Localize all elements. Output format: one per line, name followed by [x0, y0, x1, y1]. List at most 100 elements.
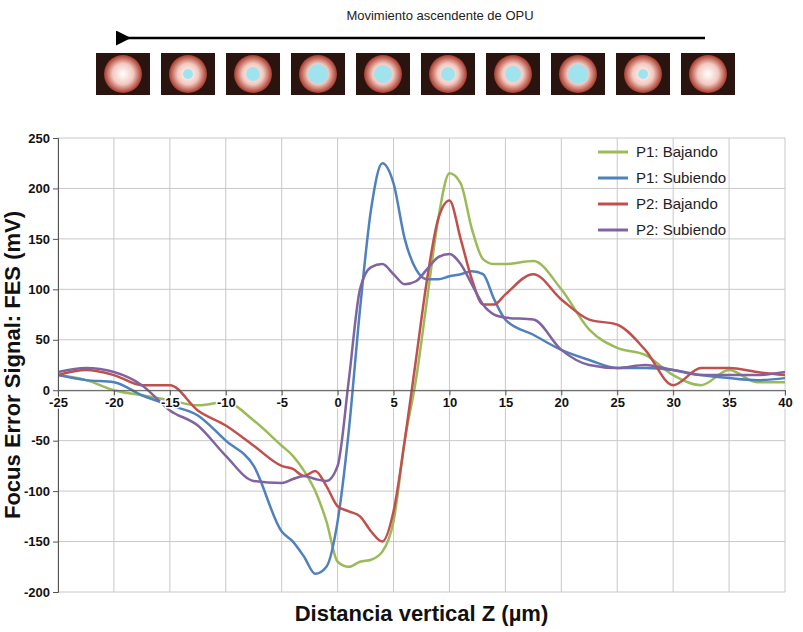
tick: 40	[778, 390, 792, 410]
tick: 250	[28, 131, 58, 146]
photo-frame	[551, 53, 605, 95]
photo-core	[568, 64, 588, 84]
grid-line	[58, 592, 785, 593]
photo-core	[308, 64, 328, 84]
grid-line	[281, 138, 282, 592]
x-axis: -25-20-15-10-50510152025303540	[49, 390, 793, 410]
spot-photo	[486, 53, 540, 95]
legend-swatch	[598, 151, 628, 154]
tick: -20	[105, 390, 124, 410]
legend-entry: P1: Bajando	[598, 143, 718, 160]
legend-entry: P1: Subiendo	[598, 169, 726, 186]
legend-label: P1: Bajando	[636, 143, 718, 160]
tick-label: 150	[28, 232, 50, 247]
spot-photo	[551, 53, 605, 95]
photo-spot	[429, 55, 467, 93]
photo-spot	[494, 55, 532, 93]
photo-core	[374, 65, 392, 83]
tick-label: 30	[666, 395, 680, 410]
photo-core	[441, 67, 455, 81]
grid-line	[58, 491, 785, 492]
tick-label: 25	[610, 395, 624, 410]
legend-label: P1: Subiendo	[636, 169, 726, 186]
tick: 100	[28, 282, 58, 297]
tick: -50	[31, 433, 58, 448]
tick-label: -15	[161, 395, 180, 410]
spot-photo	[291, 53, 345, 95]
axis-line	[53, 139, 59, 593]
grid-line	[729, 138, 730, 592]
tick-mark	[53, 491, 58, 492]
series-line	[58, 254, 785, 483]
spot-photo	[421, 53, 475, 95]
tick-mark	[53, 188, 58, 189]
tick: -15	[161, 390, 180, 410]
tick-label: -25	[49, 395, 68, 410]
tick: 10	[443, 390, 457, 410]
tick-label: 200	[28, 181, 50, 196]
legend-entry: P2: Bajando	[598, 195, 718, 212]
tick-label: -50	[31, 433, 50, 448]
photo-frame	[356, 53, 410, 95]
x-axis-title: Distancia vertical Z (µm)	[295, 601, 549, 626]
photo-frame	[226, 53, 280, 95]
photo-frame	[681, 53, 735, 95]
tick-mark	[53, 542, 58, 543]
spot-photo	[161, 53, 215, 95]
grid-line	[58, 188, 785, 189]
grid-line	[169, 138, 170, 592]
tick: -25	[49, 390, 68, 410]
legend-entry: P2: Subiendo	[598, 221, 726, 238]
series-line	[58, 201, 785, 542]
photo-core	[505, 66, 521, 82]
grid-line	[58, 541, 785, 542]
tick-label: 50	[36, 332, 50, 347]
tick-label: -10	[217, 395, 236, 410]
tick-label: 0	[334, 395, 341, 410]
tick: 200	[28, 181, 58, 196]
tick-label: 100	[28, 282, 50, 297]
grid-line	[225, 138, 226, 592]
tick-label: 40	[778, 395, 792, 410]
tick-label: -150	[24, 534, 50, 549]
spot-photo	[616, 53, 670, 95]
series-line	[58, 173, 785, 566]
tick-label: -200	[24, 585, 50, 600]
legend: P1: Bajando P1: Subiendo P2: Bajando P2: Su…	[598, 143, 726, 238]
tick: 5	[390, 390, 397, 410]
photo-spot	[169, 55, 207, 93]
tick-label: 10	[443, 395, 457, 410]
photo-frame	[421, 53, 475, 95]
tick-label: -20	[105, 395, 124, 410]
grid-line	[58, 238, 785, 239]
photo-spot	[559, 55, 597, 93]
legend-swatch	[598, 203, 628, 206]
legend-swatch	[598, 177, 628, 180]
tick-label: 5	[390, 395, 397, 410]
grid-line	[617, 138, 618, 592]
spot-photo	[96, 53, 150, 95]
tick-label: -100	[24, 484, 50, 499]
photo-frame	[96, 53, 150, 95]
tick: 20	[555, 390, 569, 410]
spot-photo	[356, 53, 410, 95]
tick: 50	[36, 332, 58, 347]
photo-core	[183, 69, 193, 79]
tick: 0	[334, 390, 341, 410]
tick-label: -5	[276, 395, 288, 410]
photo-spot	[104, 55, 142, 93]
spot-photo	[226, 53, 280, 95]
grid-line	[561, 138, 562, 592]
legend-label: P2: Bajando	[636, 195, 718, 212]
tick: 15	[499, 390, 513, 410]
tick: 150	[28, 232, 58, 247]
spot-photo	[681, 53, 735, 95]
photo-frame	[161, 53, 215, 95]
grid-line	[505, 138, 506, 592]
annotation: Movimiento ascendente de OPU	[346, 8, 533, 23]
photo-spot	[624, 55, 662, 93]
y-axis: -200-150-100-50050100150200250	[24, 131, 59, 600]
legend-label: P2: Subiendo	[636, 221, 726, 238]
tick: -200	[24, 585, 58, 600]
photo-core	[246, 67, 260, 81]
